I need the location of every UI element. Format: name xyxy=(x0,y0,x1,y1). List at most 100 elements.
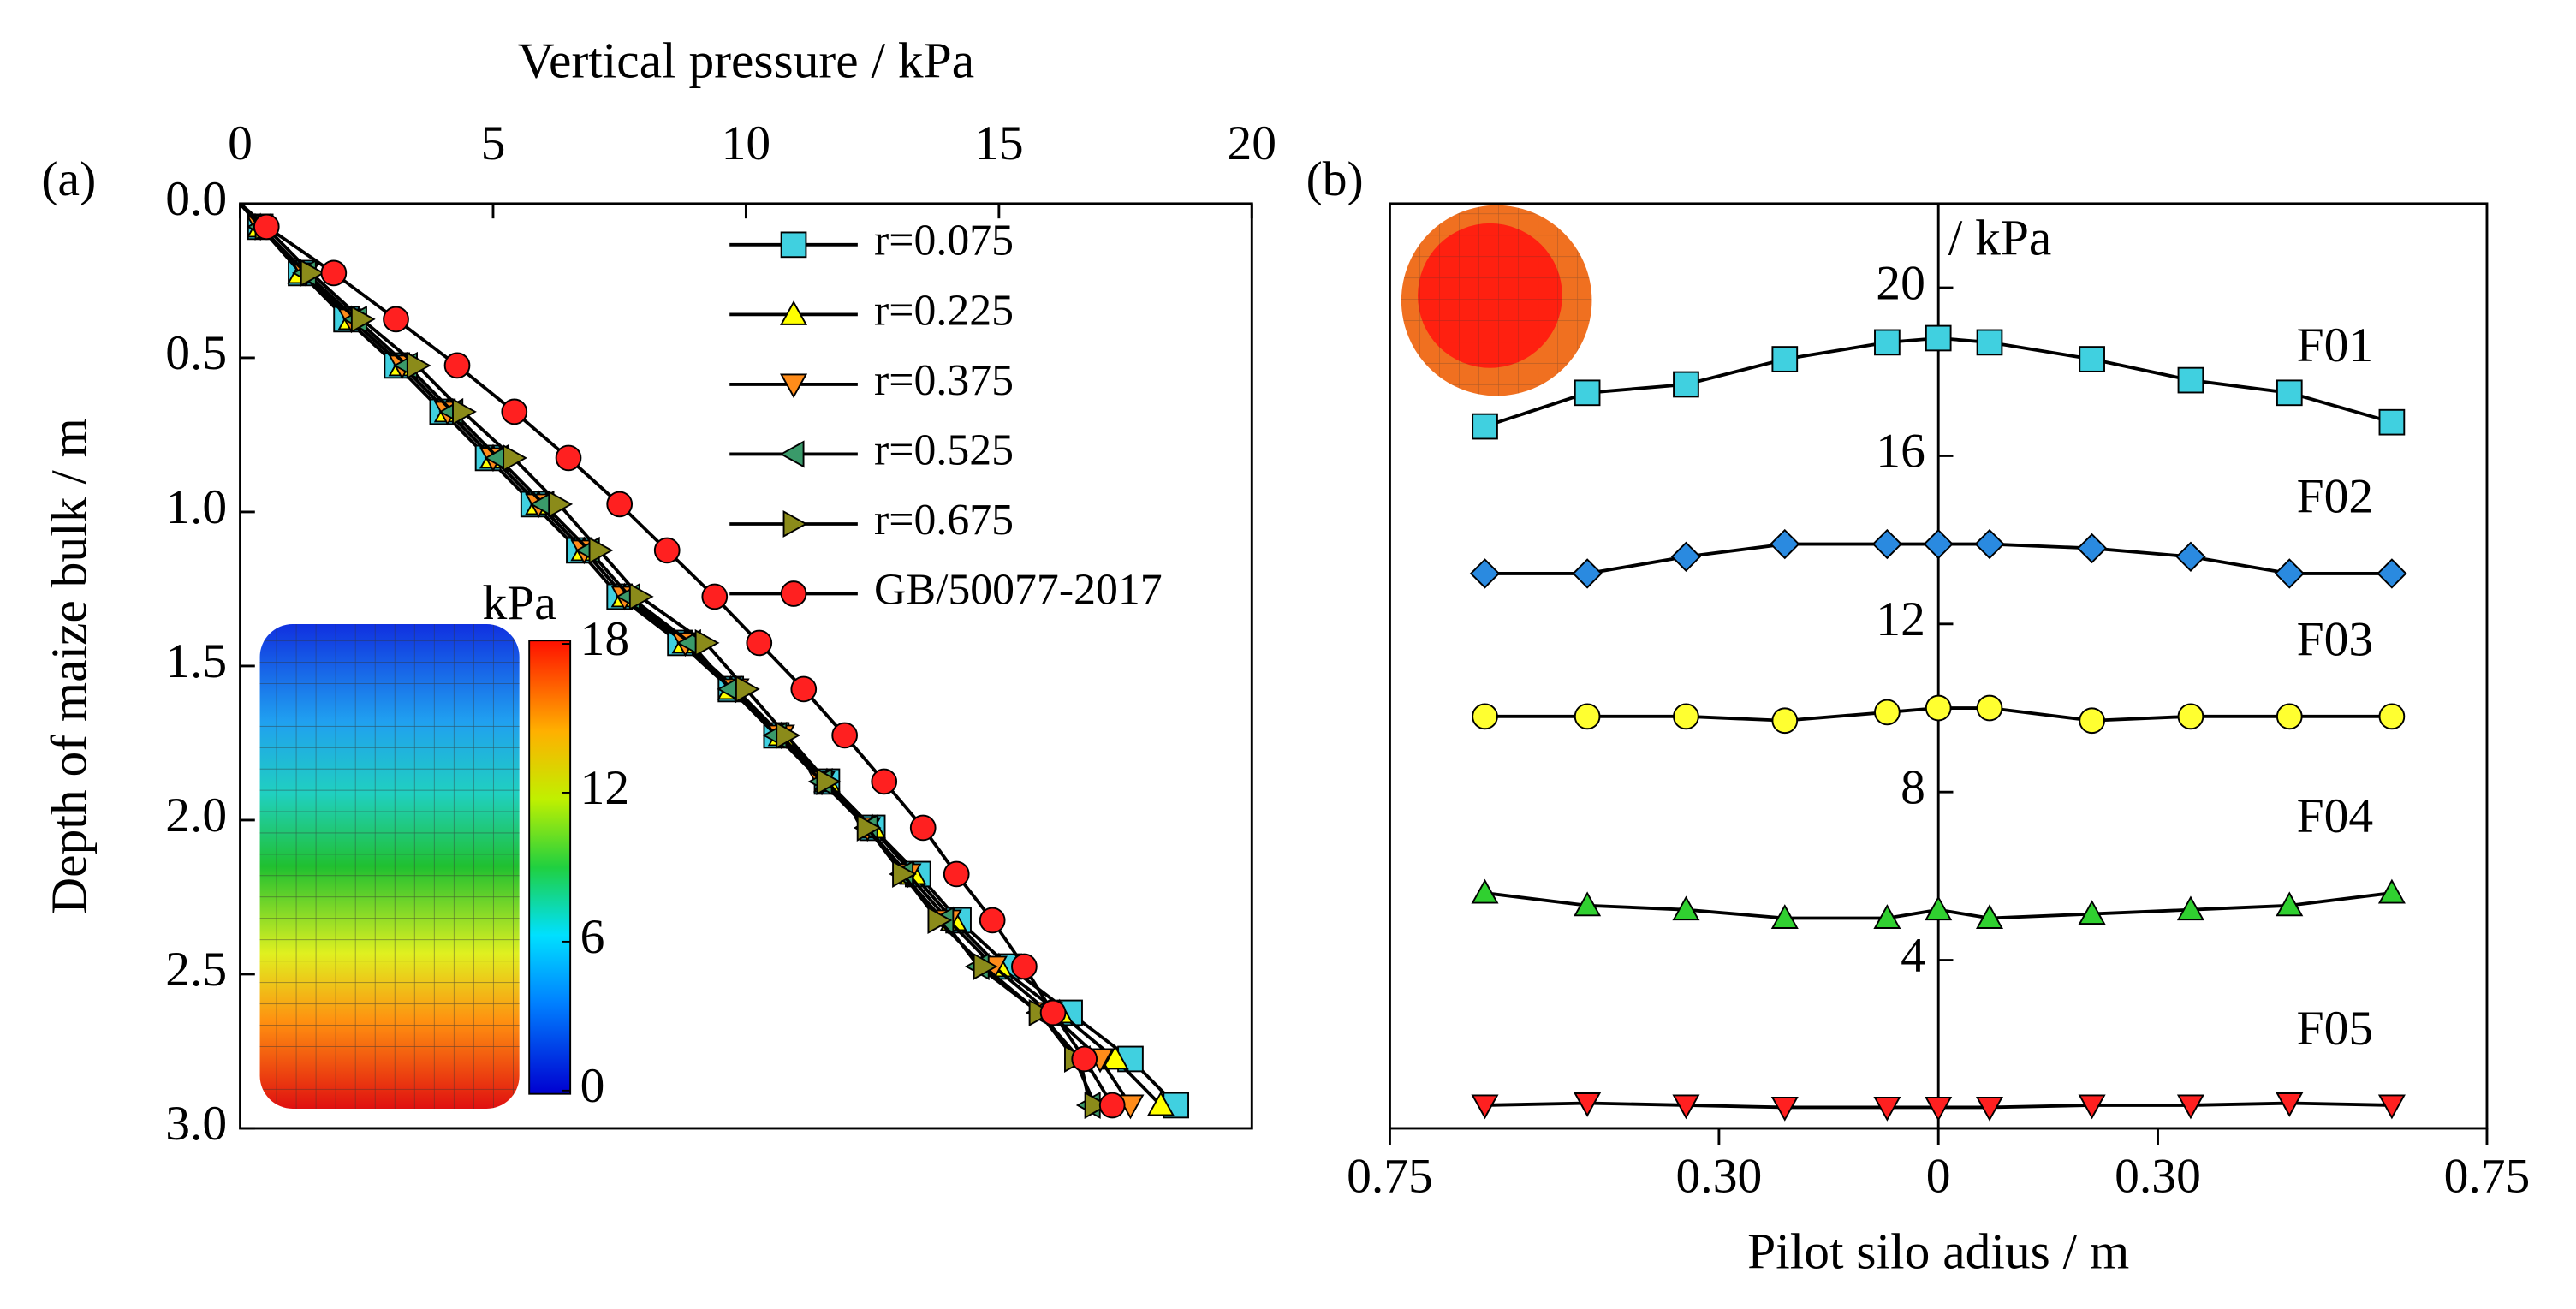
marker xyxy=(1101,1044,1129,1070)
colorbar-tick-label: 18 xyxy=(580,612,630,666)
x-tick-label: 20 xyxy=(1228,116,1277,170)
marker xyxy=(2276,1092,2304,1117)
legend-label: r=0.375 xyxy=(874,356,1014,405)
marker xyxy=(2176,895,2204,921)
marker xyxy=(1923,528,1954,560)
marker xyxy=(503,443,527,472)
colorbar-tick-label: 6 xyxy=(580,910,605,964)
marker xyxy=(1472,413,1498,440)
y-axis-label: Depth of maize bulk / m xyxy=(40,418,97,914)
marker xyxy=(501,398,528,425)
x-tick-label: 0 xyxy=(228,116,253,170)
series-label: F02 xyxy=(2297,470,2374,524)
marker xyxy=(2078,1094,2106,1120)
marker xyxy=(943,860,970,888)
series-label: F04 xyxy=(2297,789,2374,843)
y-tick-label: 3.0 xyxy=(165,1097,227,1151)
panel-label: (a) xyxy=(41,152,96,206)
y-tick-label: 4 xyxy=(1901,929,1925,983)
marker xyxy=(1874,699,1901,726)
y-tick-label: 0.5 xyxy=(165,326,227,380)
marker xyxy=(1925,694,1952,722)
marker xyxy=(1574,703,1601,730)
legend-label: GB/50077-2017 xyxy=(874,565,1163,614)
marker xyxy=(452,397,477,425)
marker xyxy=(1574,891,1602,917)
marker xyxy=(871,768,898,795)
y-tick-label: 16 xyxy=(1876,425,1925,479)
colorbar-label: kPa xyxy=(483,576,556,630)
marker xyxy=(1672,1094,1700,1120)
marker xyxy=(2177,703,2204,730)
y-tick-label: 1.5 xyxy=(165,634,227,688)
colorbar-tick-label: 12 xyxy=(580,761,630,815)
marker xyxy=(694,628,720,657)
x-tick-label: 15 xyxy=(974,116,1024,170)
marker xyxy=(1925,895,1953,921)
marker xyxy=(816,767,842,795)
marker xyxy=(320,259,348,287)
marker xyxy=(1011,953,1038,980)
x-tick-label: 10 xyxy=(722,116,771,170)
marker xyxy=(2276,703,2303,730)
y-tick-label: 2.5 xyxy=(165,943,227,997)
marker xyxy=(776,721,801,749)
marker xyxy=(2175,541,2206,572)
panel-label: (b) xyxy=(1306,152,1364,206)
y-tick-label: 8 xyxy=(1901,760,1925,814)
x-tick-label: 0.30 xyxy=(2115,1150,2201,1204)
x-tick-label: 0.30 xyxy=(1676,1150,1763,1204)
marker xyxy=(746,629,773,657)
marker xyxy=(780,580,807,607)
marker xyxy=(2378,408,2406,436)
x-tick-label: 5 xyxy=(481,116,506,170)
marker xyxy=(1976,694,2003,722)
marker xyxy=(1472,703,1498,730)
marker xyxy=(2378,703,2406,730)
marker xyxy=(779,440,805,468)
marker xyxy=(1925,324,1952,352)
legend-label: r=0.525 xyxy=(874,425,1014,474)
y-tick-label: 0.0 xyxy=(165,172,227,226)
marker xyxy=(2276,891,2304,917)
marker xyxy=(350,305,376,333)
marker xyxy=(735,675,760,703)
marker xyxy=(1071,1045,1098,1073)
marker xyxy=(1770,528,1800,560)
x-tick-label: 0.75 xyxy=(2444,1150,2531,1204)
marker xyxy=(780,300,808,325)
marker xyxy=(1673,371,1699,398)
x-tick-label: 0.75 xyxy=(1347,1150,1433,1204)
marker xyxy=(780,373,808,399)
circle-inset xyxy=(1401,205,1592,396)
marker xyxy=(1469,558,1501,589)
marker xyxy=(555,444,582,472)
marker xyxy=(606,491,634,518)
marker xyxy=(973,952,998,980)
marker xyxy=(1873,904,1901,929)
marker xyxy=(1925,1096,1953,1122)
series-label: F01 xyxy=(2297,318,2374,372)
marker xyxy=(2076,533,2108,564)
marker xyxy=(1670,541,1702,572)
marker xyxy=(2377,878,2406,904)
marker xyxy=(2177,366,2204,394)
marker xyxy=(1572,558,1603,589)
legend-label: r=0.225 xyxy=(874,286,1014,335)
marker xyxy=(701,583,729,610)
marker xyxy=(831,722,858,749)
marker xyxy=(300,259,325,287)
marker xyxy=(2377,1094,2406,1120)
x-axis-label: Pilot silo adius / m xyxy=(1747,1223,2129,1279)
marker xyxy=(1673,703,1699,730)
marker xyxy=(2078,900,2106,925)
marker xyxy=(1163,1092,1190,1119)
marker xyxy=(1974,528,2005,560)
marker xyxy=(1975,1096,2004,1122)
marker xyxy=(1873,1096,1901,1122)
marker xyxy=(979,907,1006,934)
marker xyxy=(1771,707,1799,735)
marker xyxy=(1975,904,2004,929)
marker xyxy=(1871,528,1903,560)
